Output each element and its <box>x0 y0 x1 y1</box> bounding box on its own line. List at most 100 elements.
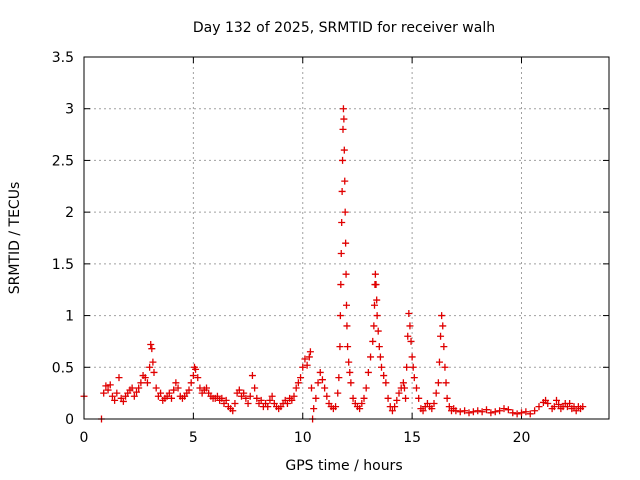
data-point <box>141 374 149 382</box>
data-point <box>337 250 345 258</box>
data-point <box>242 394 250 402</box>
data-point <box>310 405 318 413</box>
data-point <box>340 146 348 154</box>
data-point <box>399 379 407 387</box>
data-point <box>338 218 346 226</box>
data-point <box>535 403 543 411</box>
data-point <box>147 341 155 349</box>
data-point <box>240 389 248 397</box>
data-point <box>474 407 482 415</box>
data-point <box>301 355 309 363</box>
data-point <box>332 403 340 411</box>
data-point <box>251 384 259 392</box>
data-point <box>395 389 403 397</box>
data-point <box>409 363 417 371</box>
data-point <box>362 384 370 392</box>
data-point <box>374 327 382 335</box>
data-point <box>419 407 427 415</box>
data-point <box>341 208 349 216</box>
data-point <box>345 358 353 366</box>
data-point <box>157 389 165 397</box>
data-point <box>266 396 274 404</box>
data-point <box>349 394 357 402</box>
data-point <box>149 358 157 366</box>
data-point <box>346 368 354 376</box>
data-marks <box>80 105 587 423</box>
data-point <box>341 177 349 185</box>
data-point <box>283 399 291 407</box>
x-tick-label: 0 <box>80 430 89 446</box>
data-point <box>441 363 449 371</box>
data-point <box>336 343 344 351</box>
data-point <box>316 368 324 376</box>
data-point <box>522 408 530 416</box>
data-point <box>137 379 145 387</box>
data-point <box>388 407 396 415</box>
data-point <box>439 322 447 330</box>
data-point <box>168 394 175 402</box>
data-point <box>339 156 347 164</box>
data-point <box>360 394 368 402</box>
data-point <box>370 322 378 330</box>
data-point <box>452 407 460 415</box>
data-point <box>338 187 346 195</box>
data-point <box>248 372 256 380</box>
plot-frame <box>83 56 610 420</box>
data-point <box>456 408 464 416</box>
data-point <box>189 372 197 380</box>
data-point <box>115 374 123 382</box>
data-point <box>119 397 127 405</box>
data-point <box>356 405 364 413</box>
data-point <box>187 379 195 387</box>
data-point <box>213 392 221 400</box>
data-point <box>372 281 380 289</box>
data-point <box>465 409 473 417</box>
data-point <box>373 312 381 320</box>
data-point <box>579 403 587 411</box>
data-point <box>113 389 121 397</box>
data-point <box>308 384 315 392</box>
data-point <box>314 379 322 387</box>
chart-title: Day 132 of 2025, SRMTID for receiver wal… <box>193 20 495 36</box>
data-point <box>111 396 119 404</box>
data-point <box>253 394 261 402</box>
data-point <box>544 399 552 407</box>
data-point <box>342 239 350 247</box>
data-point <box>413 384 420 392</box>
data-point <box>104 386 112 394</box>
y-axis-label: SRMTID / TECUs <box>7 182 23 295</box>
y-tick-label: 0 <box>65 412 74 428</box>
data-point <box>393 396 401 404</box>
data-point <box>194 374 202 382</box>
data-point <box>299 363 307 371</box>
data-point <box>100 389 108 397</box>
data-point <box>469 408 477 416</box>
x-tick-label: 5 <box>189 430 198 446</box>
data-point <box>434 379 442 387</box>
y-tick-label: 2 <box>65 205 74 221</box>
data-point <box>323 392 331 400</box>
data-point <box>400 384 408 392</box>
data-point <box>172 379 180 387</box>
data-point <box>375 343 383 351</box>
data-point <box>306 348 314 356</box>
data-point <box>294 379 302 387</box>
data-point <box>337 281 345 289</box>
data-point <box>148 345 156 353</box>
data-point <box>108 392 116 400</box>
data-point <box>483 406 490 414</box>
data-point <box>292 384 300 392</box>
data-point <box>443 394 451 402</box>
data-point <box>174 384 182 392</box>
data-point <box>334 389 342 397</box>
data-point <box>288 396 296 404</box>
data-point <box>438 312 446 320</box>
data-point <box>152 384 160 392</box>
data-point <box>367 353 375 361</box>
data-point <box>244 399 252 407</box>
data-point <box>135 384 143 392</box>
data-point <box>402 394 410 402</box>
data-point <box>297 374 305 382</box>
data-point <box>170 386 178 394</box>
